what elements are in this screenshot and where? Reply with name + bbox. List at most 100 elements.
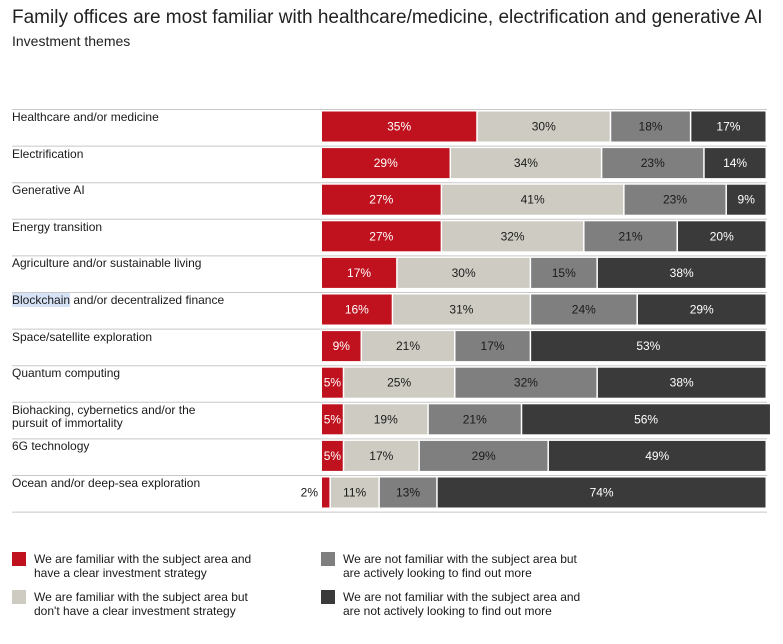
bar-segment	[624, 184, 726, 215]
bar-segment	[597, 257, 766, 288]
category-label-line: Ocean and/or deep-sea exploration	[12, 476, 201, 490]
data-label: 17%	[369, 449, 393, 463]
category-label-line: Energy transition	[12, 219, 103, 234]
chart-title: Family offices are most familiar with he…	[12, 7, 763, 28]
legend-item-familiar-no-strategy: We are familiar with the subject area bu…	[12, 590, 282, 618]
data-label: 5%	[324, 449, 342, 463]
legend-label: We are not familiar with the subject are…	[343, 552, 577, 580]
bar-segment	[455, 331, 530, 362]
bar-segment	[379, 477, 437, 508]
category-label-line: Electrification	[12, 146, 84, 161]
category-label: Biohacking, cybernetics and/or the pursui…	[12, 402, 312, 430]
data-label: 49%	[645, 449, 669, 463]
data-label: 21%	[396, 339, 420, 353]
bar-segment	[455, 367, 597, 398]
data-label: 27%	[369, 193, 393, 207]
chart-subtitle: Investment themes	[12, 33, 131, 49]
category-label: Quantum computing	[12, 367, 312, 380]
data-label: 17%	[347, 266, 371, 280]
bar-segment	[344, 404, 428, 435]
category-label: Energy transition	[12, 219, 312, 234]
legend-line: are actively looking to find out more	[343, 566, 532, 580]
data-label: 5%	[324, 412, 342, 426]
data-label: 23%	[663, 193, 687, 207]
data-label: 41%	[521, 193, 545, 207]
legend-line: We are not familiar with the subject are…	[343, 590, 581, 604]
bar-segment	[322, 184, 441, 215]
bar-segment	[322, 148, 450, 179]
legend-label: We are not familiar with the subject are…	[343, 590, 580, 618]
data-label: 29%	[472, 449, 496, 463]
data-label: 5%	[324, 376, 342, 390]
category-label: Blockchain and/or decentralized finance	[12, 293, 312, 307]
bar-segment	[678, 221, 766, 252]
category-label-line: Biohacking, cybernetics and/or the	[12, 402, 196, 417]
category-label-line: pursuit of immortality	[12, 415, 123, 430]
legend-line: We are familiar with the subject area an…	[34, 552, 252, 566]
bar-segment	[322, 331, 361, 362]
data-label: 18%	[639, 120, 663, 134]
bar-segment	[442, 221, 584, 252]
bar-segment	[442, 184, 624, 215]
legend-item-not-familiar-looking: We are not familiar with the subject are…	[321, 552, 591, 580]
data-label: 23%	[641, 156, 665, 170]
data-label: 30%	[532, 120, 556, 134]
category-label-line: Space/satellite exploration	[12, 329, 153, 344]
bar-segment	[531, 331, 766, 362]
bar-segment	[597, 367, 766, 398]
data-label: 21%	[619, 229, 643, 243]
legend-label: We are familiar with the subject area bu…	[34, 590, 248, 618]
legend-line: We are familiar with the subject area bu…	[34, 590, 248, 604]
data-label: 27%	[369, 229, 393, 243]
data-label: 31%	[449, 303, 473, 317]
data-label: 25%	[387, 376, 411, 390]
data-label: 35%	[387, 120, 411, 134]
category-label: Agriculture and/or sustainable living	[12, 257, 312, 270]
legend-label: We are familiar with the subject area an…	[34, 552, 251, 580]
data-label: 17%	[716, 120, 740, 134]
bar-segment	[362, 331, 454, 362]
bar-segment	[419, 440, 548, 471]
data-label: 21%	[463, 412, 487, 426]
data-label: 38%	[670, 266, 694, 280]
category-label: Electrification	[12, 146, 312, 161]
bar-segment	[531, 257, 597, 288]
data-label: 11%	[343, 486, 366, 500]
bar-segment	[322, 221, 441, 252]
legend: We are familiar with the subject area an…	[12, 552, 772, 632]
category-label: 6G technology	[12, 440, 312, 453]
legend-line: We are not familiar with the subject are…	[343, 552, 577, 566]
bar-segment	[637, 294, 766, 325]
legend-swatch	[321, 552, 335, 566]
bar-segment	[322, 367, 343, 398]
legend-line: don't have a clear investment strategy	[34, 604, 236, 618]
bar-segment	[477, 111, 610, 142]
bar-segment	[322, 294, 392, 325]
legend-swatch	[321, 590, 335, 604]
category-label-line: Generative AI	[12, 183, 85, 198]
data-label: 32%	[514, 376, 538, 390]
data-label: 29%	[374, 156, 398, 170]
category-label: Generative AI	[12, 184, 312, 197]
bar-segment	[397, 257, 530, 288]
bar-segment	[522, 404, 770, 435]
data-label: 15%	[552, 266, 576, 280]
bar-segment	[322, 440, 343, 471]
data-label: 14%	[723, 156, 747, 170]
data-label: 74%	[590, 486, 614, 500]
bar-segment	[344, 440, 419, 471]
bar-segment	[344, 367, 454, 398]
category-label-line: 6G technology	[12, 439, 90, 454]
bar-segment	[322, 111, 477, 142]
bar-segment	[531, 294, 637, 325]
data-label: 19%	[374, 412, 398, 426]
data-label: 30%	[452, 266, 476, 280]
bar-segment	[691, 111, 766, 142]
data-label: 20%	[710, 229, 734, 243]
bar-segment	[437, 477, 766, 508]
data-label: 38%	[670, 376, 694, 390]
bar-segment	[602, 148, 704, 179]
category-label: Healthcare and/or medicine	[12, 111, 312, 124]
legend-swatch	[12, 552, 26, 566]
bar-segment	[704, 148, 766, 179]
